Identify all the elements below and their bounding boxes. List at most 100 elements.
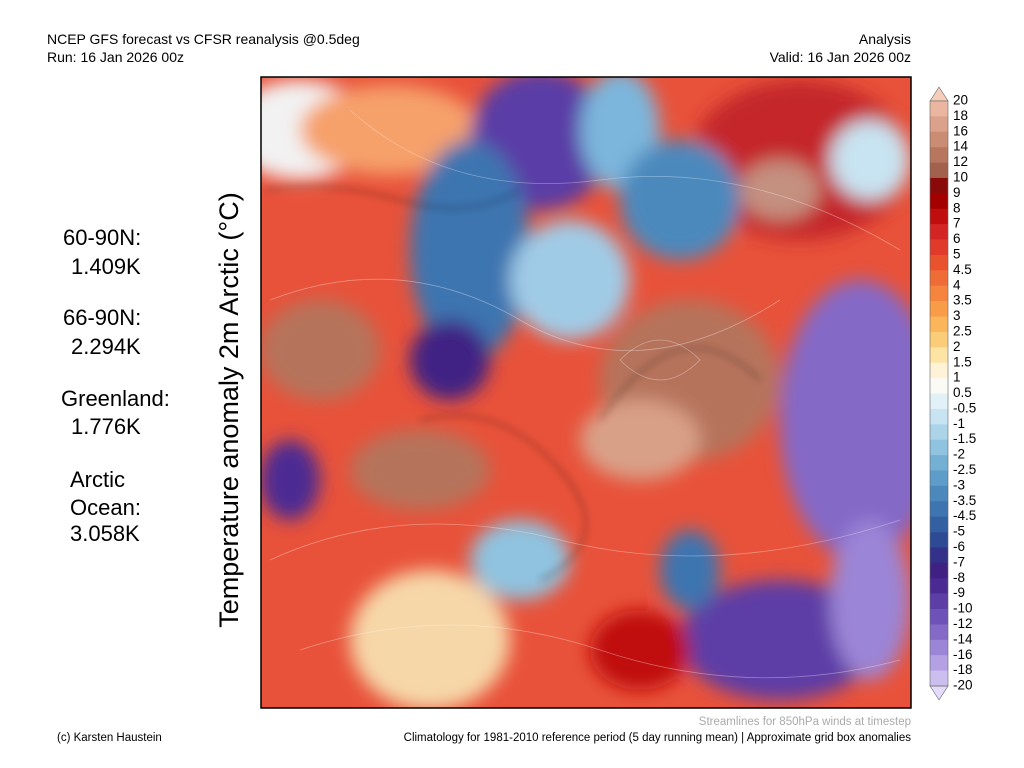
colorbar-label: -14: [953, 631, 973, 646]
colorbar-band: [930, 147, 948, 163]
colorbar-band: [930, 177, 948, 194]
stat-label: Greenland:: [61, 386, 170, 411]
colorbar-band: [930, 501, 948, 517]
stat-value: 1.409K: [71, 254, 141, 279]
colorbar-band: [930, 655, 948, 671]
title-right: Valid: 16 Jan 2026 00z: [770, 49, 911, 65]
colorbar-label: -3.5: [953, 493, 976, 508]
colorbar-band: [930, 562, 948, 579]
colorbar-label: 10: [953, 170, 968, 185]
colorbar-label: 18: [953, 108, 968, 123]
colorbar-label: 2: [953, 339, 961, 354]
footer-note: Streamlines for 850hPa winds at timestep: [699, 716, 911, 728]
colorbar-band: [930, 362, 948, 379]
colorbar-arrow: [929, 685, 949, 701]
colorbar-label: 14: [953, 139, 969, 154]
colorbar-band: [930, 532, 948, 548]
colorbar-label: 8: [953, 200, 961, 215]
colorbar-label: 2.5: [953, 323, 972, 338]
colorbar-band: [930, 624, 948, 641]
stat-value: 1.776K: [71, 414, 141, 439]
title-right: Analysis: [859, 31, 911, 47]
footer-climatology: Climatology for 1981-2010 reference peri…: [404, 732, 912, 744]
colorbar-band: [930, 593, 948, 610]
colorbar-label: 3.5: [953, 293, 972, 308]
colorbar-band: [930, 393, 948, 410]
colorbar-label: -2: [953, 447, 965, 462]
stat-label: 60-90N:: [63, 225, 141, 250]
colorbar-frame: [929, 100, 949, 687]
colorbar-label: -2.5: [953, 462, 976, 477]
colorbar-label: 1: [953, 370, 961, 385]
colorbar-band: [930, 285, 948, 302]
colorbar-label: -20: [953, 678, 973, 693]
colorbar-label: -9: [953, 585, 965, 600]
colorbar-band: [930, 116, 948, 133]
vertical-title: Temperature anomaly 2m Arctic (°C): [214, 192, 244, 627]
footer-credit: (c) Karsten Haustein: [57, 732, 162, 744]
colorbar-band: [930, 378, 948, 394]
colorbar-label: -1: [953, 416, 965, 431]
title-line: NCEP GFS forecast vs CFSR reanalysis @0.…: [47, 31, 360, 47]
colorbar-band: [930, 455, 948, 471]
colorbar-label: 7: [953, 216, 961, 231]
colorbar-band: [930, 439, 948, 456]
stat-label: Ocean:: [70, 495, 141, 520]
anomaly-map: [261, 77, 911, 708]
colorbar-label: -16: [953, 647, 973, 662]
colorbar-label: -0.5: [953, 400, 976, 415]
colorbar-band: [930, 208, 948, 225]
colorbar-band: [930, 101, 948, 117]
colorbar-band: [930, 578, 948, 594]
colorbar-label: 9: [953, 185, 961, 200]
colorbar-band: [930, 301, 948, 317]
colorbar-band: [930, 547, 948, 564]
title-line: Run: 16 Jan 2026 00z: [47, 49, 184, 65]
stat-value: 2.294K: [71, 334, 141, 359]
stat-value: 3.058K: [70, 521, 140, 546]
colorbar-band: [930, 270, 948, 287]
colorbar-label: 3: [953, 308, 961, 323]
colorbar-band: [930, 408, 948, 425]
colorbar-label: -6: [953, 539, 965, 554]
colorbar-label: -12: [953, 616, 973, 631]
colorbar-band: [930, 470, 948, 487]
colorbar-band: [930, 331, 948, 348]
colorbar-band: [930, 347, 948, 364]
colorbar-band: [930, 193, 948, 210]
colorbar-band: [930, 162, 948, 179]
colorbar-band: [930, 670, 948, 687]
colorbar-label: -5: [953, 524, 965, 539]
colorbar-label: 12: [953, 154, 968, 169]
colorbar-band: [930, 516, 948, 533]
colorbar: 201816141210987654.543.532.521.510.5-0.5…: [929, 86, 976, 701]
colorbar-label: 1.5: [953, 354, 972, 369]
colorbar-label: -7: [953, 554, 965, 569]
colorbar-label: -3: [953, 477, 965, 492]
colorbar-label: 0.5: [953, 385, 972, 400]
colorbar-band: [930, 224, 948, 240]
colorbar-label: 4: [953, 277, 961, 292]
colorbar-band: [930, 239, 948, 256]
stat-label: Arctic: [70, 467, 125, 492]
colorbar-label: -18: [953, 662, 973, 677]
colorbar-label: 16: [953, 123, 968, 138]
map-frame: [260, 76, 912, 709]
colorbar-label: -10: [953, 601, 973, 616]
stat-label: 66-90N:: [63, 305, 141, 330]
colorbar-band: [930, 254, 948, 271]
colorbar-band: [930, 424, 948, 440]
colorbar-label: -8: [953, 570, 965, 585]
colorbar-label: 4.5: [953, 262, 972, 277]
colorbar-band: [930, 639, 948, 656]
colorbar-band: [930, 609, 948, 625]
colorbar-band: [930, 131, 948, 148]
colorbar-label: -1.5: [953, 431, 976, 446]
colorbar-band: [930, 316, 948, 333]
colorbar-label: 5: [953, 247, 961, 262]
colorbar-label: -4.5: [953, 508, 976, 523]
colorbar-label: 6: [953, 231, 961, 246]
colorbar-band: [930, 485, 948, 502]
colorbar-label: 20: [953, 93, 968, 108]
